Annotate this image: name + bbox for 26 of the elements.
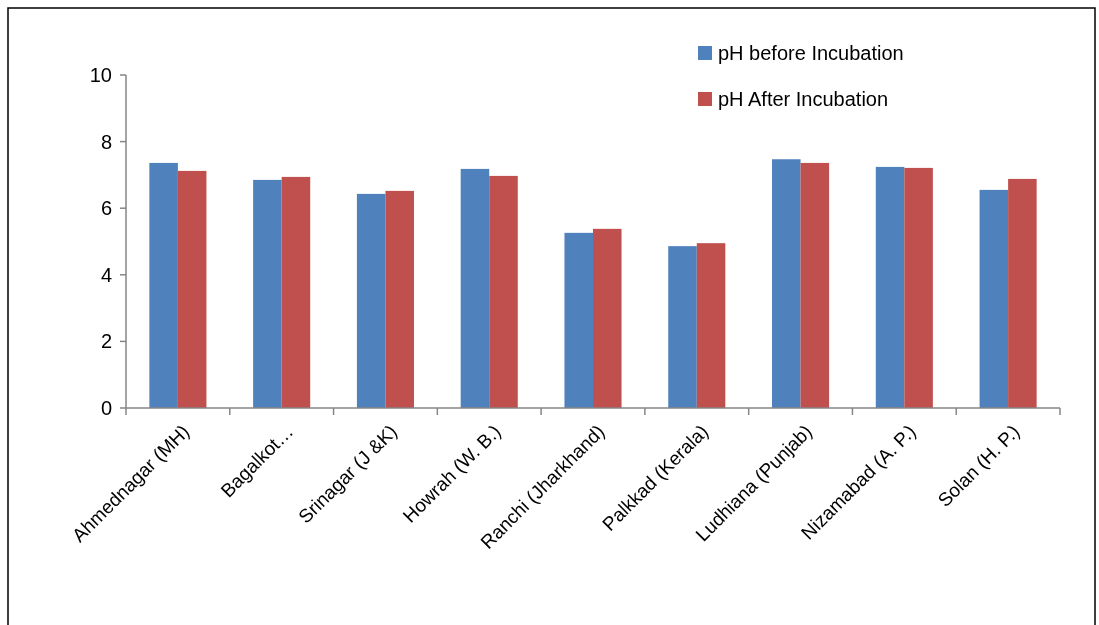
bar — [696, 243, 726, 408]
bar — [593, 228, 622, 408]
bar — [1008, 178, 1037, 408]
bar — [979, 189, 1009, 408]
bar — [281, 176, 311, 408]
y-tick-label: 0 — [100, 397, 112, 419]
bar — [489, 175, 518, 408]
y-tick-label: 2 — [100, 330, 112, 353]
bar — [772, 159, 801, 408]
y-tick-label: 4 — [100, 263, 112, 286]
bar — [177, 170, 207, 408]
bar — [668, 246, 697, 408]
bar — [875, 166, 905, 408]
bar — [564, 232, 593, 408]
y-tick-label: 6 — [100, 197, 112, 220]
bar — [904, 167, 933, 408]
bar — [356, 193, 386, 408]
legend-label: pH After Incubation — [718, 88, 889, 110]
y-tick-label: 10 — [89, 64, 112, 86]
bar — [149, 162, 178, 408]
bar — [800, 162, 830, 408]
bar — [460, 168, 490, 408]
bar — [253, 179, 282, 408]
y-tick-label: 8 — [100, 130, 112, 153]
bar — [385, 190, 414, 408]
legend-label: pH before Incubation — [718, 42, 904, 64]
